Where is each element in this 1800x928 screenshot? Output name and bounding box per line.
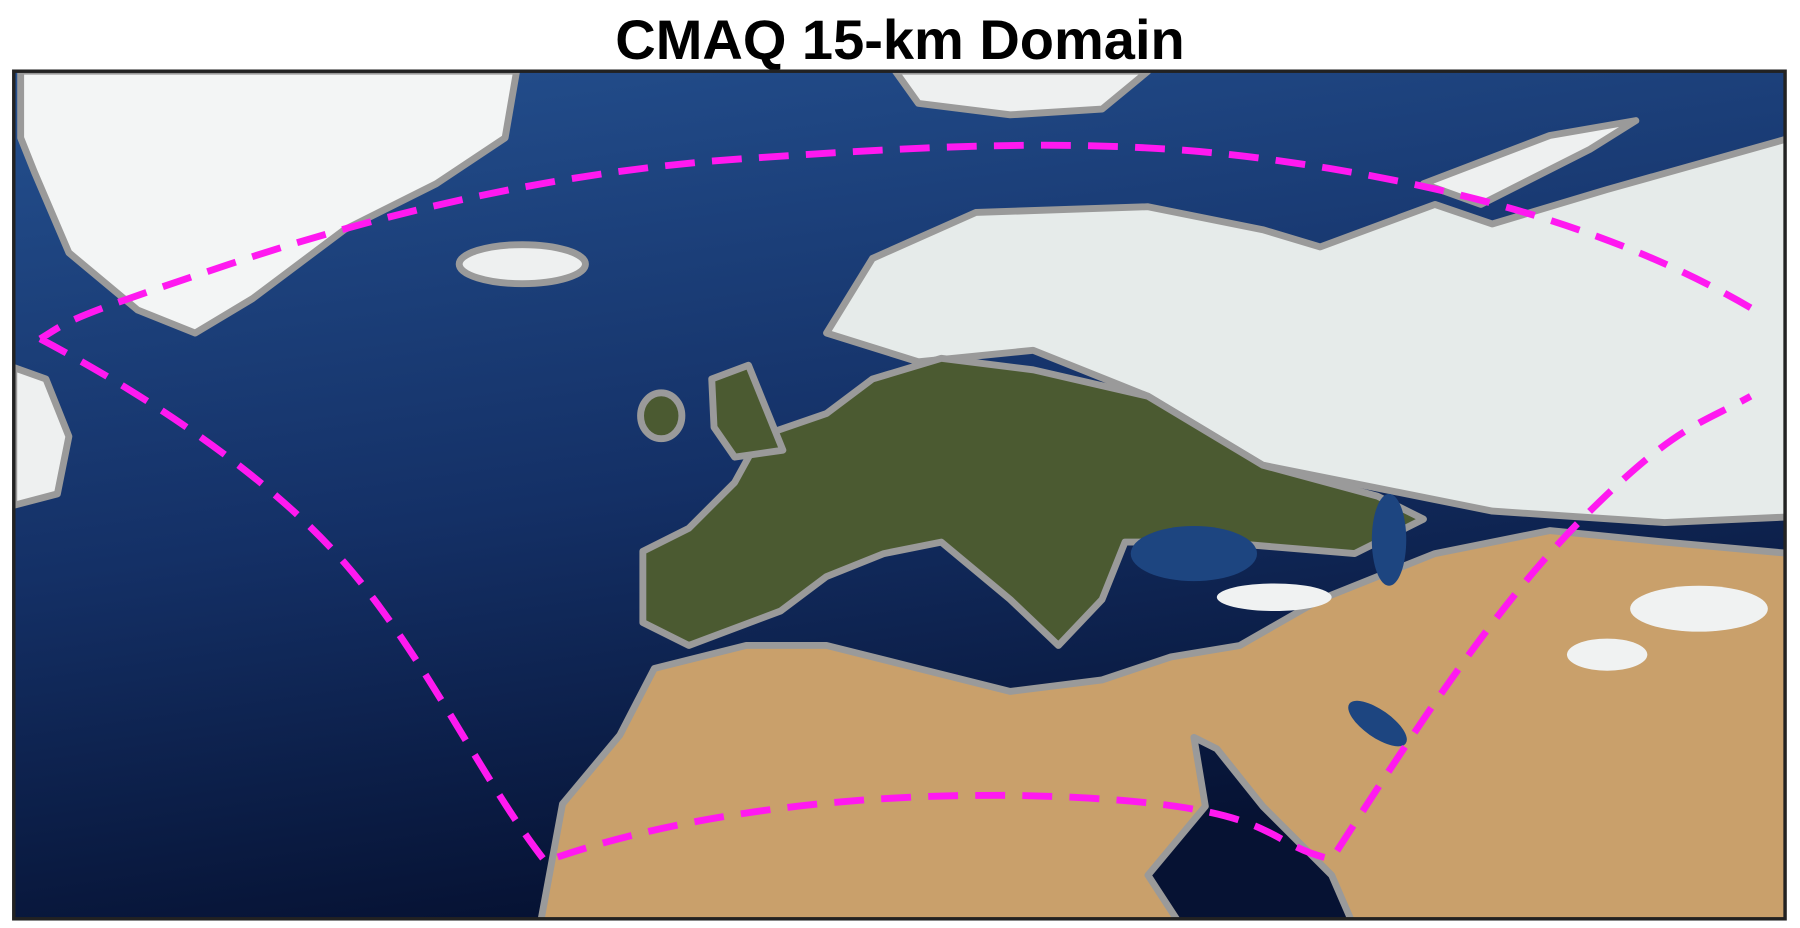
ireland <box>637 389 686 443</box>
great-britain <box>708 361 787 461</box>
domain-boundary <box>38 141 1753 866</box>
svalbard <box>891 71 1152 119</box>
europe <box>639 354 1427 649</box>
black-sea <box>1130 526 1258 582</box>
caspian-sea <box>1371 493 1407 586</box>
land <box>13 71 1786 919</box>
map-layers <box>13 71 1786 919</box>
persian-gulf <box>1348 700 1407 747</box>
canada-coast <box>13 364 73 509</box>
snow <box>1216 583 1332 612</box>
snow <box>1630 585 1768 632</box>
africa-middle-east <box>537 527 1786 919</box>
map-title: CMAQ 15-km Domain <box>615 8 1185 71</box>
greenland <box>17 71 521 337</box>
snow <box>1566 638 1648 671</box>
iceland <box>455 241 589 288</box>
map-frame <box>12 69 1787 921</box>
snow-patches <box>1216 583 1768 671</box>
